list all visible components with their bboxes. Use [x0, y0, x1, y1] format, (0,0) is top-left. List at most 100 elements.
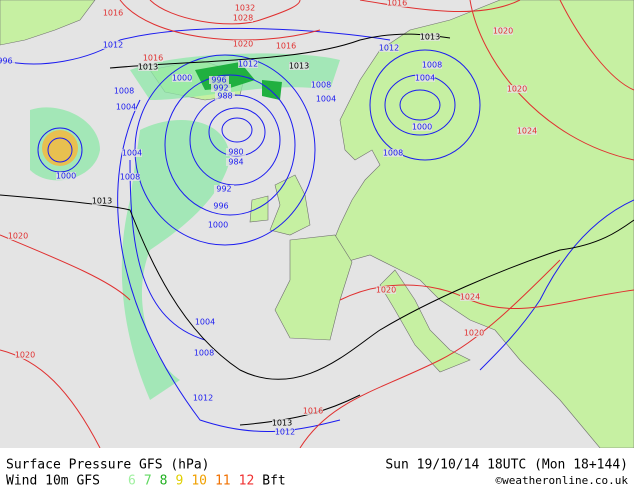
label-bg: [387, 0, 407, 7]
isobar-label: 1008: [120, 173, 140, 182]
wind-label: Wind 10m GFS: [6, 474, 100, 489]
title: Surface Pressure GFS (hPa): [6, 458, 210, 473]
isobar-label: 1016: [103, 9, 123, 18]
isobar-label: 1000: [208, 221, 228, 230]
label-bg: [92, 197, 112, 205]
time: Sun 19/10/14 18UTC (Mon 18+144): [385, 458, 628, 473]
isobar-label: 1012: [275, 428, 295, 437]
label-bg: [289, 62, 309, 70]
label-bg: [195, 318, 215, 326]
label-bg: [226, 148, 246, 156]
label-bg: [517, 127, 537, 135]
isobar-label: 1000: [412, 123, 432, 132]
label-bg: [194, 349, 214, 357]
isobar-label: 1004: [116, 103, 136, 112]
isobar-label: 996: [213, 202, 228, 211]
isobar-label: 1000: [56, 172, 76, 181]
isobar-label: 996: [0, 57, 13, 66]
isobar-label: 1012: [103, 41, 123, 50]
credit: ©weatheronline.co.uk: [496, 474, 629, 487]
isobar-label: 1012: [238, 60, 258, 69]
label-bg: [8, 232, 28, 240]
bft-unit: Bft: [262, 474, 285, 489]
isobar-label: 1028: [233, 14, 253, 23]
bft-level: 10: [191, 474, 207, 489]
label-bg: [211, 202, 231, 210]
label-bg: [276, 42, 296, 50]
isobar-label: 1024: [517, 127, 537, 136]
isobar-label: 1012: [193, 394, 213, 403]
label-bg: [215, 92, 235, 100]
label-bg: [383, 149, 403, 157]
label-bg: [209, 76, 229, 84]
label-bg: [235, 4, 255, 12]
label-bg: [275, 428, 295, 436]
isobar-label: 1012: [379, 44, 399, 53]
isobar-label: 1016: [303, 407, 323, 416]
isobar-label: 984: [228, 158, 243, 167]
isobar-label: 1008: [311, 81, 331, 90]
label-bg: [376, 286, 396, 294]
isobar-label: 1032: [235, 4, 255, 13]
isobars: [0, 0, 634, 449]
isobar-label: 996: [211, 76, 226, 85]
label-bg: [120, 173, 140, 181]
isobar-label: 1016: [276, 42, 296, 51]
isobar-label: 1013: [289, 62, 309, 71]
isobar-label: 1020: [15, 351, 35, 360]
label-bg: [303, 407, 323, 415]
isobar-label: 1004: [316, 95, 336, 104]
label-bg: [415, 74, 435, 82]
label-bg: [464, 329, 484, 337]
footer: Surface Pressure GFS (hPa) Sun 19/10/14 …: [6, 458, 629, 489]
bft-level: 11: [215, 474, 231, 489]
isobar-label: 1004: [415, 74, 435, 83]
isobar-label: 1016: [387, 0, 407, 8]
label-bg: [103, 41, 123, 49]
label-bg: [412, 123, 432, 131]
bft-scale: 6 7 8 9 10 11 12 Bft: [128, 474, 286, 489]
label-bg: [172, 74, 192, 82]
isobar-label: 980: [228, 148, 243, 157]
label-bg: [193, 394, 213, 402]
label-bg: [379, 44, 399, 52]
label-bg: [143, 54, 163, 62]
label-bg: [507, 85, 527, 93]
isobar-label: 1020: [8, 232, 28, 241]
label-bg: [15, 351, 35, 359]
label-bg: [138, 63, 158, 71]
bft-level: 7: [144, 474, 152, 489]
label-bg: [116, 103, 136, 111]
isobar-label: 1020: [376, 286, 396, 295]
isobar-label: 1008: [383, 149, 403, 158]
isobar-label: 1020: [464, 329, 484, 338]
label-bg: [208, 221, 228, 229]
label-bg: [0, 57, 15, 65]
isobar-label: 1020: [233, 40, 253, 49]
isobar-label: 1008: [194, 349, 214, 358]
isobar-label: 992: [216, 185, 231, 194]
isobar-label: 988: [217, 92, 232, 101]
label-bg: [103, 9, 123, 17]
label-bg: [214, 185, 234, 193]
isobar-label: 1000: [172, 74, 192, 83]
wind-core: [42, 130, 78, 166]
label-bg: [493, 27, 513, 35]
bft-level: 8: [160, 474, 168, 489]
isobar-label: 992: [213, 84, 228, 93]
bft-level: 12: [239, 474, 255, 489]
isobar-label: 1008: [422, 61, 442, 70]
label-bg: [272, 419, 292, 427]
isobar-label: 1020: [507, 85, 527, 94]
isobar-label: 1013: [138, 63, 158, 72]
label-bg: [238, 60, 258, 68]
label-bg: [422, 61, 442, 69]
bft-level: 6: [128, 474, 136, 489]
label-bg: [311, 81, 331, 89]
isobar-label: 1013: [92, 197, 112, 206]
bft-level: 9: [175, 474, 183, 489]
isobar-label: 1024: [460, 293, 480, 302]
label-bg: [226, 158, 246, 166]
